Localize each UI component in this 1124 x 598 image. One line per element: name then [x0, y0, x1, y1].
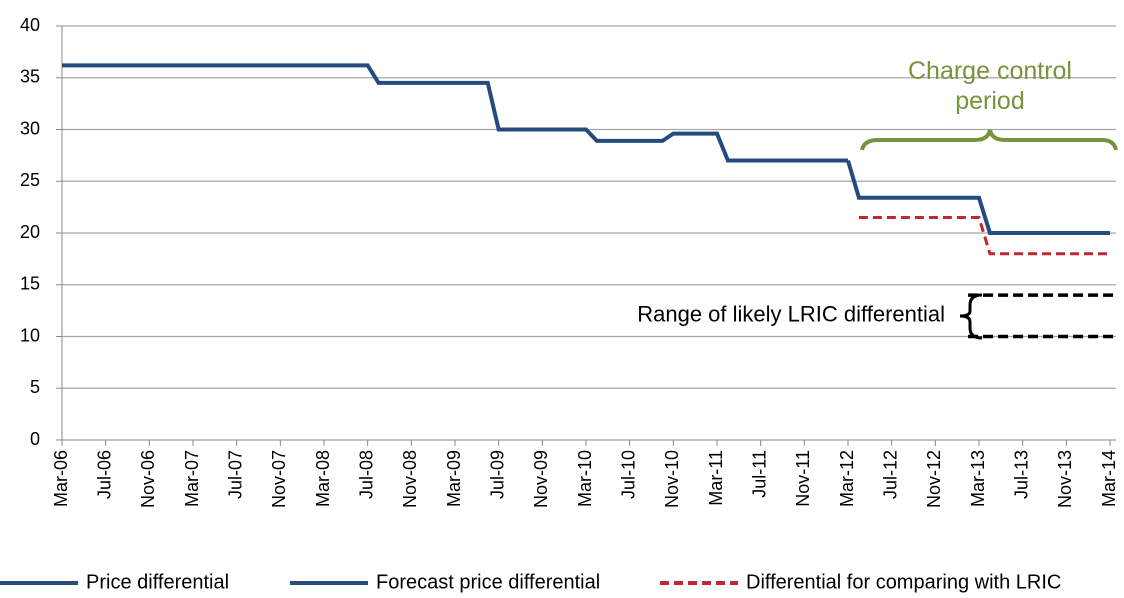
- x-tick-label: Nov-08: [400, 450, 420, 508]
- range-annotation: Range of likely LRIC differential: [637, 302, 945, 327]
- period-annotation: Charge control period: [908, 57, 1072, 115]
- y-tick-label: 5: [30, 377, 40, 397]
- series-line: [858, 215, 1110, 256]
- y-tick-label: 40: [20, 15, 40, 35]
- y-tick-label: 30: [20, 118, 40, 138]
- series-line: [846, 159, 1110, 235]
- y-tick-label: 35: [20, 67, 40, 87]
- x-tick-label: Mar-12: [837, 450, 857, 507]
- x-tick-label: Mar-13: [968, 450, 988, 507]
- x-tick-label: Nov-13: [1055, 450, 1075, 508]
- x-tick-label: Jul-13: [1011, 450, 1031, 499]
- x-tick-label: Nov-06: [138, 450, 158, 508]
- y-tick-label: 0: [30, 429, 40, 449]
- x-tick-label: Jul-09: [487, 450, 507, 499]
- x-tick-label: Nov-11: [793, 450, 813, 507]
- legend-label: Differential for comparing with LRIC: [746, 571, 1061, 593]
- x-tick-label: Mar-06: [51, 450, 71, 507]
- legend-label: Price differential: [86, 571, 229, 593]
- legend-item: Differential for comparing with LRIC: [660, 571, 1061, 593]
- x-tick-label: Jul-11: [749, 450, 769, 498]
- legend-item: Price differential: [0, 571, 229, 593]
- x-tick-label: Mar-11: [706, 450, 726, 506]
- y-tick-label: 25: [20, 170, 40, 190]
- x-tick-label: Nov-10: [662, 450, 682, 508]
- x-tick-label: Mar-10: [575, 450, 595, 507]
- x-tick-label: Nov-09: [531, 450, 551, 508]
- legend-label: Forecast price differential: [376, 571, 600, 593]
- x-tick-label: Mar-09: [444, 450, 464, 507]
- x-tick-label: Jul-06: [94, 450, 114, 499]
- x-tick-label: Mar-14: [1099, 450, 1119, 507]
- range-brace: [959, 293, 983, 340]
- y-tick-label: 10: [20, 325, 40, 345]
- x-tick-label: Jul-08: [356, 450, 376, 499]
- period-brace: [860, 129, 1118, 151]
- y-tick-label: 15: [20, 274, 40, 294]
- y-tick-label: 20: [20, 222, 40, 242]
- x-tick-label: Nov-12: [924, 450, 944, 508]
- x-tick-label: Jul-10: [618, 450, 638, 499]
- x-tick-label: Jul-12: [880, 450, 900, 499]
- x-tick-label: Nov-07: [269, 450, 289, 508]
- legend-item: Forecast price differential: [290, 571, 600, 593]
- series-line: [62, 63, 848, 163]
- x-tick-label: Jul-07: [225, 450, 245, 499]
- x-tick-label: Mar-07: [182, 450, 202, 507]
- x-tick-label: Mar-08: [313, 450, 333, 507]
